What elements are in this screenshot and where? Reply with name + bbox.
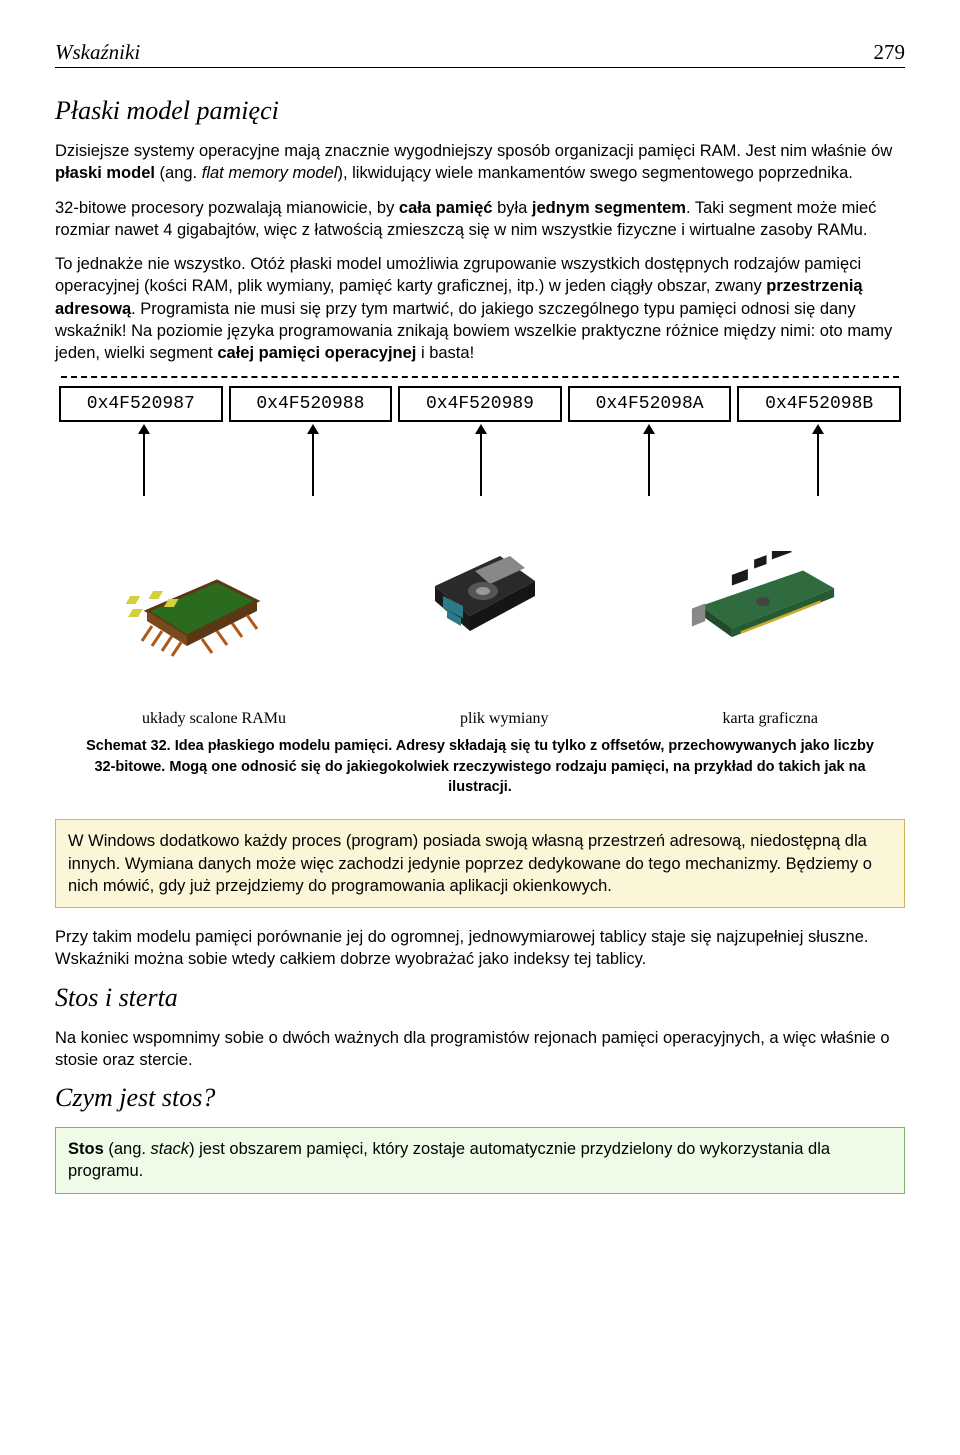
floppy-disk-icon: [400, 536, 560, 676]
header-title: Wskaźniki: [55, 40, 140, 65]
section-heading-stack-heap: Stos i sterta: [55, 983, 905, 1013]
paragraph: 32-bitowe procesory pozwalają mianowicie…: [55, 197, 905, 242]
memory-diagram: 0x4F520987 0x4F520988 0x4F520989 0x4F520…: [55, 376, 905, 728]
paragraph: Dzisiejsze systemy operacyjne mają znacz…: [55, 140, 905, 185]
address-cell: 0x4F520989: [398, 386, 562, 422]
device-label: układy scalone RAMu: [142, 710, 286, 728]
device-labels-row: układy scalone RAMu plik wymiany karta g…: [55, 710, 905, 728]
graphics-card-icon: [683, 536, 843, 676]
header-page-number: 279: [874, 40, 906, 65]
arrow-icon: [312, 426, 314, 496]
diagram-dashed-top: [61, 376, 899, 378]
arrows-row: [55, 426, 905, 516]
definition-box: Stos (ang. stack) jest obszarem pamięci,…: [55, 1127, 905, 1194]
address-cell: 0x4F520987: [59, 386, 223, 422]
arrow-icon: [143, 426, 145, 496]
section-heading-flat-model: Płaski model pamięci: [55, 96, 905, 126]
address-cell: 0x4F52098A: [568, 386, 732, 422]
arrow-icon: [480, 426, 482, 496]
address-row: 0x4F520987 0x4F520988 0x4F520989 0x4F520…: [55, 382, 905, 426]
paragraph: Przy takim modelu pamięci porównanie jej…: [55, 926, 905, 971]
device-label: plik wymiany: [460, 710, 548, 728]
address-cell: 0x4F520988: [229, 386, 393, 422]
section-heading-what-is-stack: Czym jest stos?: [55, 1083, 905, 1113]
arrow-icon: [817, 426, 819, 496]
address-cell: 0x4F52098B: [737, 386, 901, 422]
arrow-icon: [648, 426, 650, 496]
paragraph: Na koniec wspomnimy sobie o dwóch ważnyc…: [55, 1027, 905, 1072]
note-box: W Windows dodatkowo każdy proces (progra…: [55, 819, 905, 908]
figure-caption: Schemat 32. Idea płaskiego modelu pamięc…: [85, 736, 875, 797]
page-header: Wskaźniki 279: [55, 40, 905, 68]
device-label: karta graficzna: [723, 710, 818, 728]
ram-chip-icon: [117, 536, 277, 676]
devices-row: [55, 506, 905, 706]
paragraph: To jednakże nie wszystko. Otóż płaski mo…: [55, 253, 905, 364]
